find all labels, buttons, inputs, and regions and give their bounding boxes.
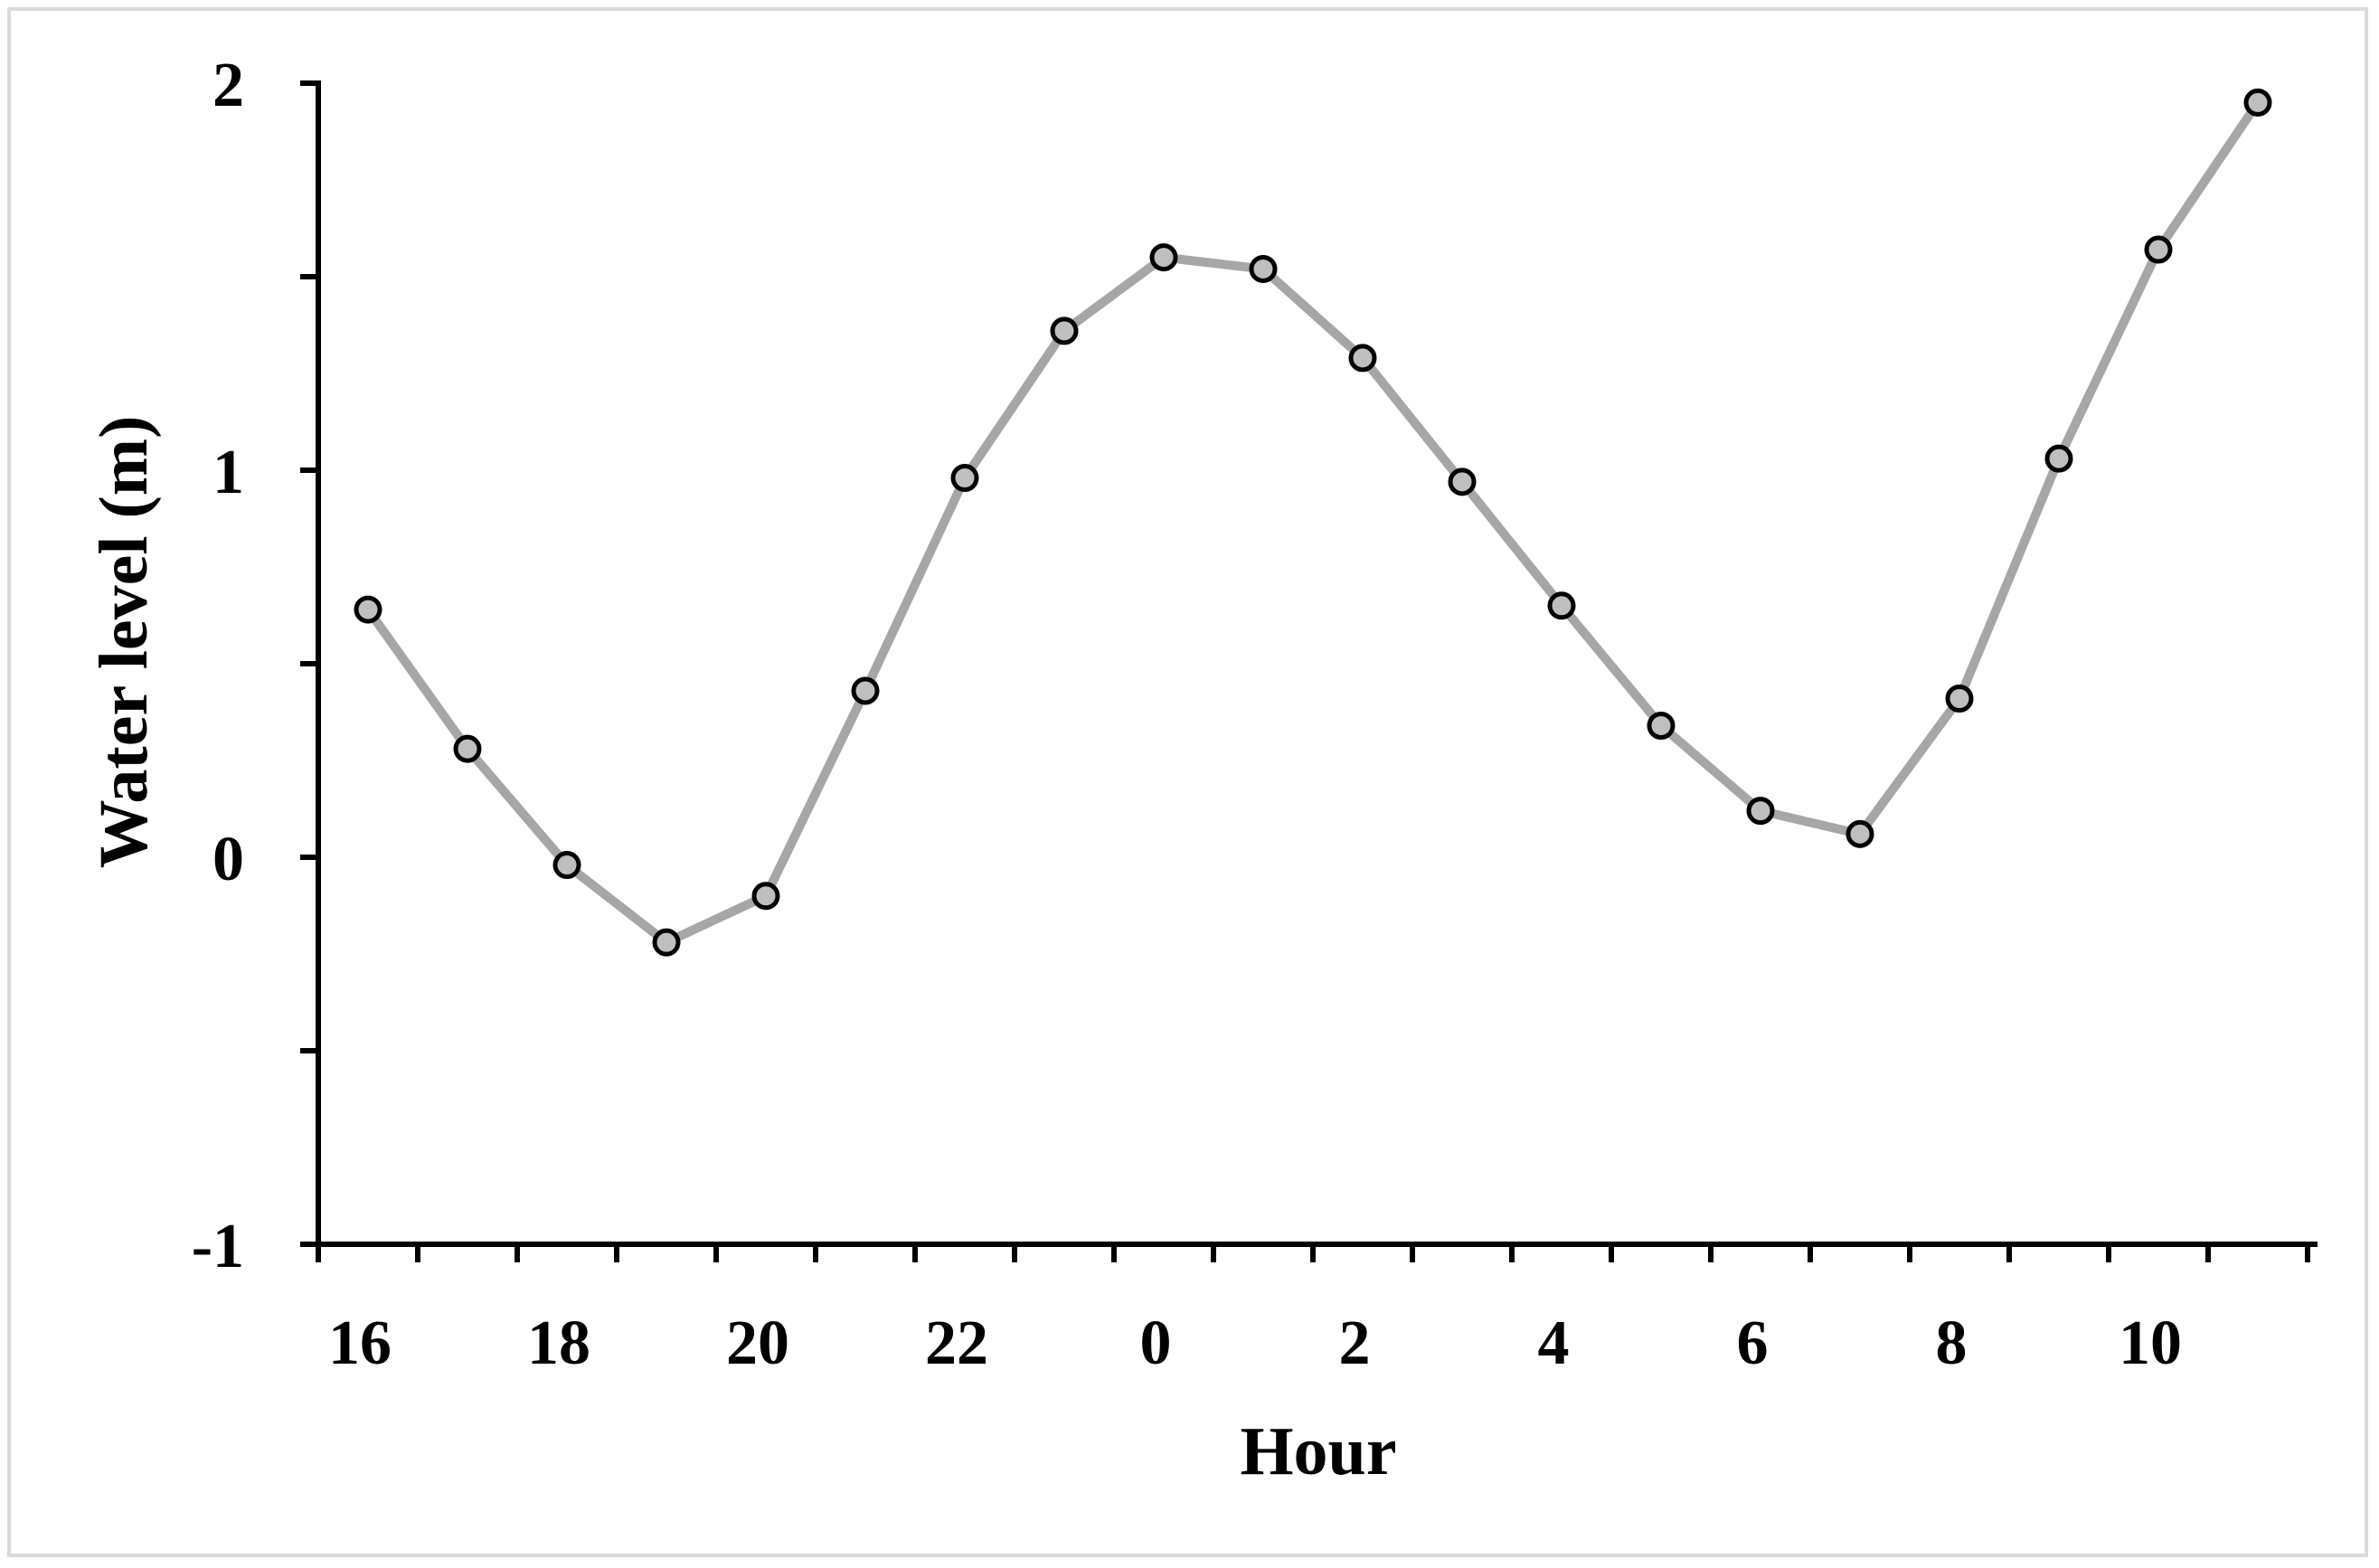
data-point xyxy=(2044,444,2073,473)
data-point xyxy=(1348,344,1377,373)
data-point xyxy=(1547,591,1576,620)
data-point xyxy=(1746,797,1775,826)
data-point xyxy=(1647,711,1676,740)
y-tick-label: 2 xyxy=(212,51,244,120)
x-tick-label: 18 xyxy=(527,1308,590,1378)
markers-layer xyxy=(354,88,2272,957)
data-point xyxy=(1945,685,1974,713)
data-point xyxy=(453,734,482,763)
data-point xyxy=(1149,243,1178,272)
data-point xyxy=(1249,254,1278,283)
x-tick-label: 0 xyxy=(1140,1308,1172,1378)
data-point xyxy=(751,882,780,911)
x-tick-label: 4 xyxy=(1538,1308,1570,1378)
chart-frame xyxy=(7,7,2368,1557)
series-line-layer xyxy=(363,98,2262,948)
data-point xyxy=(1448,468,1477,496)
axes xyxy=(300,80,2318,1262)
data-point xyxy=(2243,88,2272,117)
data-point xyxy=(1050,316,1079,345)
data-point xyxy=(354,595,382,624)
data-point xyxy=(652,928,681,957)
x-tick-label: 6 xyxy=(1737,1308,1769,1378)
data-point xyxy=(552,851,581,880)
data-point xyxy=(1846,819,1874,848)
y-axis-title: Water level (m) xyxy=(86,416,162,869)
data-point xyxy=(851,676,880,705)
y-tick-label: -1 xyxy=(192,1212,244,1281)
x-tick-label: 16 xyxy=(328,1308,392,1378)
x-tick-label: 22 xyxy=(925,1308,988,1378)
data-point xyxy=(950,464,979,493)
x-axis-title: Hour xyxy=(1240,1413,1396,1489)
x-tick-label: 10 xyxy=(2119,1308,2182,1378)
y-tick-label: 0 xyxy=(212,825,244,894)
y-tick-label: 1 xyxy=(212,438,244,507)
x-tick-label: 20 xyxy=(726,1308,789,1378)
x-tick-label: 8 xyxy=(1936,1308,1968,1378)
x-tick-labels: 16 18 20 22 0 2 4 6 8 10 xyxy=(328,1308,2182,1378)
data-point xyxy=(2144,235,2173,264)
y-tick-labels: 2 1 0 -1 xyxy=(192,51,244,1281)
x-tick-label: 2 xyxy=(1339,1308,1371,1378)
series-line xyxy=(363,98,2262,948)
